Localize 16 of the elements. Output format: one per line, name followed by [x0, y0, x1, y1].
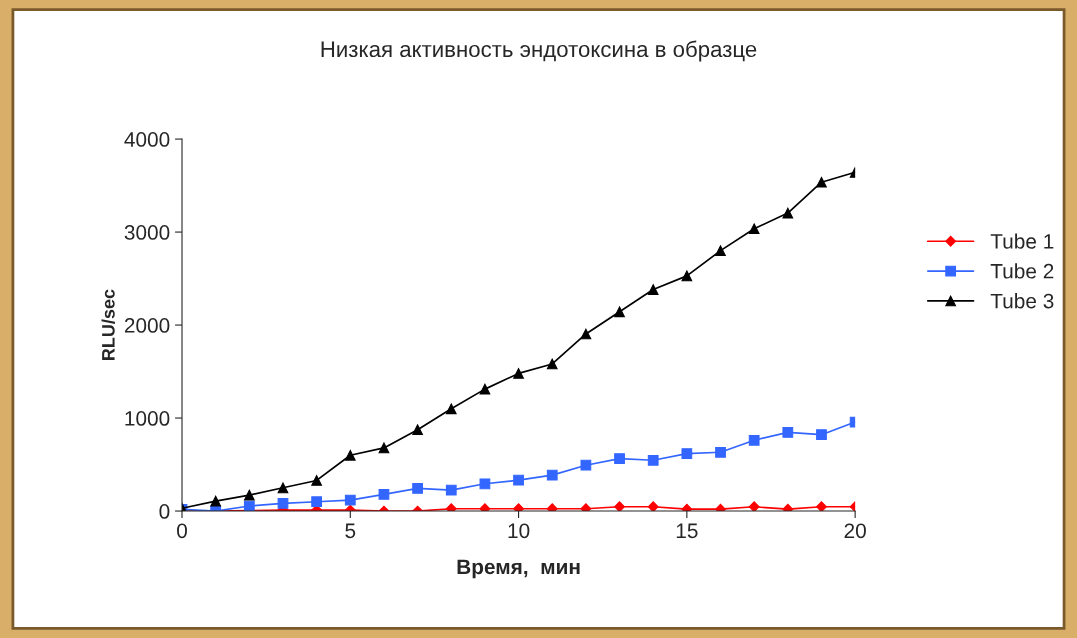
x-tick-label: 20: [844, 523, 866, 539]
x-tick-label: 0: [177, 523, 187, 539]
y-tick-label: 1000: [125, 411, 170, 426]
x-tick-label: 5: [345, 523, 356, 539]
y-tick-label: 4000: [124, 132, 170, 147]
legend-label: Tube 2: [990, 263, 1054, 279]
chart-title: Низкая активность эндотоксина в образце: [321, 40, 757, 62]
y-axis-title: RLU/sec: [101, 289, 115, 360]
y-tick-label: 2000: [124, 318, 170, 333]
legend-label: Tube 1: [990, 233, 1054, 249]
x-axis-title: Время, мин: [457, 559, 580, 579]
y-tick-label: 3000: [124, 225, 170, 240]
x-tick-label: 10: [508, 523, 530, 539]
legend-label: Tube 3: [990, 293, 1054, 309]
x-tick-label: 15: [676, 523, 698, 539]
y-tick-label: 0: [159, 504, 170, 519]
